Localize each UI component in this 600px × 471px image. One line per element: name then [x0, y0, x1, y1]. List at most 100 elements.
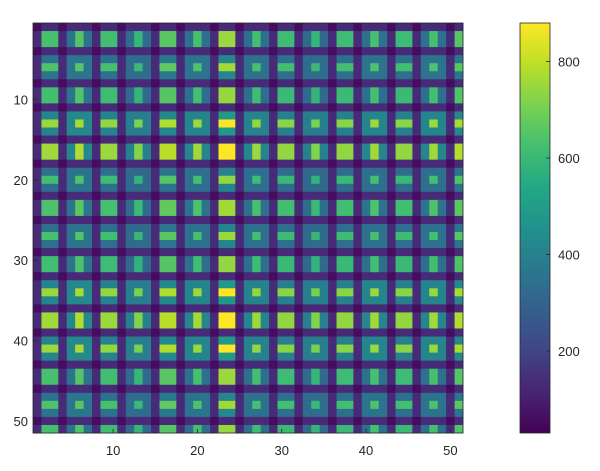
heatmap-cell: [454, 280, 464, 289]
heatmap-cell: [412, 95, 422, 104]
heatmap-cell: [344, 312, 354, 321]
heatmap-cell: [58, 424, 68, 434]
heatmap-cell: [193, 376, 203, 386]
heatmap-cell: [403, 47, 413, 56]
heatmap-cell: [361, 328, 371, 337]
heatmap-cell: [151, 23, 160, 32]
heatmap-cell: [159, 143, 169, 153]
heatmap-cell: [361, 368, 371, 378]
heatmap-cell: [159, 392, 169, 402]
heatmap-cell: [49, 312, 59, 321]
heatmap-cell: [328, 352, 337, 362]
heatmap-cell: [420, 95, 430, 104]
heatmap-cell: [83, 288, 93, 297]
heatmap-cell: [49, 119, 59, 128]
heatmap-cell: [344, 304, 354, 313]
heatmap-cell: [58, 119, 68, 128]
heatmap-cell: [260, 376, 270, 386]
heatmap-cell: [311, 207, 321, 217]
heatmap-cell: [277, 63, 287, 72]
heatmap-cell: [454, 344, 464, 354]
heatmap-cell: [294, 328, 304, 337]
heatmap-cell: [319, 103, 329, 112]
heatmap-cell: [395, 31, 405, 40]
heatmap-cell: [58, 95, 68, 104]
heatmap-cell: [336, 264, 346, 273]
heatmap-cell: [243, 23, 253, 32]
heatmap-cell: [58, 376, 68, 386]
heatmap-cell: [269, 424, 278, 434]
heatmap-cell: [429, 183, 439, 193]
heatmap-cell: [328, 199, 337, 209]
heatmap-cell: [201, 304, 211, 313]
heatmap-cell: [159, 424, 169, 434]
heatmap-cell: [294, 384, 304, 394]
heatmap-cell: [294, 408, 304, 418]
heatmap-frame: [32, 22, 464, 434]
heatmap-cell: [269, 304, 278, 313]
heatmap-cell: [420, 23, 430, 32]
heatmap-cell: [446, 312, 455, 321]
heatmap-cell: [403, 376, 413, 386]
heatmap-cell: [226, 360, 236, 370]
heatmap-cell: [167, 143, 177, 153]
heatmap-cell: [210, 151, 219, 161]
heatmap-cell: [260, 55, 270, 64]
heatmap-cell: [125, 159, 135, 169]
heatmap-cell: [184, 167, 194, 177]
heatmap-cell: [176, 151, 186, 161]
heatmap-cell: [446, 264, 455, 273]
heatmap-cell: [260, 424, 270, 434]
heatmap-cell: [361, 183, 371, 193]
heatmap-cell: [277, 71, 287, 80]
heatmap-cell: [412, 151, 422, 161]
heatmap-cell: [142, 191, 152, 201]
heatmap-cell: [226, 376, 236, 386]
heatmap-cell: [176, 47, 186, 56]
heatmap-cell: [437, 376, 447, 386]
heatmap-cell: [226, 392, 236, 402]
heatmap-cell: [151, 344, 160, 354]
heatmap-cell: [100, 135, 110, 144]
heatmap-cell: [370, 47, 380, 56]
heatmap-cell: [159, 368, 169, 378]
heatmap-cell: [260, 296, 270, 305]
heatmap-cell: [108, 264, 118, 273]
heatmap-cell: [226, 127, 236, 136]
heatmap-cell: [33, 352, 42, 362]
heatmap-cell: [429, 272, 439, 281]
heatmap-cell: [66, 264, 76, 273]
heatmap-cell: [134, 167, 144, 177]
heatmap-cell: [277, 191, 287, 201]
heatmap-cell: [344, 47, 354, 56]
heatmap-cell: [142, 272, 152, 281]
heatmap-cell: [403, 23, 413, 32]
heatmap-cell: [387, 151, 396, 161]
heatmap-cell: [117, 264, 127, 273]
heatmap-cell: [142, 280, 152, 289]
heatmap-cell: [311, 143, 321, 153]
heatmap-cell: [269, 175, 278, 185]
heatmap-cell: [429, 151, 439, 161]
heatmap-cell: [344, 79, 354, 88]
heatmap-cell: [336, 400, 346, 410]
heatmap-cell: [361, 199, 371, 209]
heatmap-cell: [361, 352, 371, 362]
heatmap-cell: [49, 400, 59, 410]
heatmap-cell: [285, 39, 295, 48]
heatmap-cell: [210, 392, 219, 402]
heatmap-cell: [134, 23, 144, 32]
heatmap-cell: [446, 191, 455, 201]
heatmap-cell: [353, 280, 363, 289]
heatmap-cell: [159, 344, 169, 354]
heatmap-cell: [319, 288, 329, 297]
heatmap-cell: [454, 143, 464, 153]
heatmap-cell: [226, 95, 236, 104]
heatmap-cell: [49, 207, 59, 217]
heatmap-cell: [117, 256, 127, 265]
heatmap-cell: [336, 167, 346, 177]
heatmap-cell: [328, 175, 337, 185]
heatmap-cell: [353, 223, 363, 233]
heatmap-cell: [58, 159, 68, 169]
